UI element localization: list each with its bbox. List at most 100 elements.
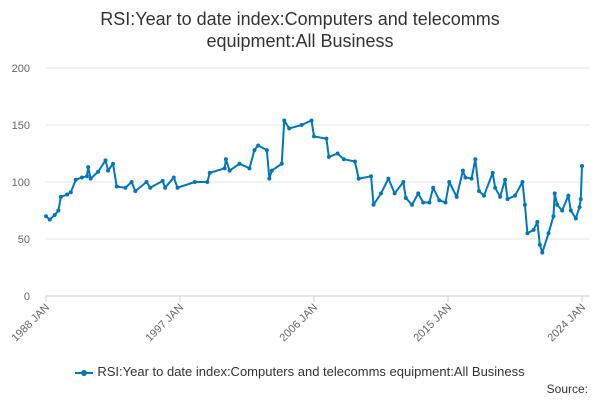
data-point [505, 197, 510, 202]
data-point [299, 123, 304, 127]
data-point [535, 219, 540, 224]
data-point [133, 189, 138, 194]
data-point [44, 214, 48, 219]
data-point [324, 136, 329, 141]
legend-swatch [75, 368, 94, 378]
data-point [356, 176, 361, 181]
data-point [52, 213, 57, 218]
data-point [481, 193, 486, 198]
data-point [237, 161, 242, 166]
data-point [443, 200, 448, 205]
data-point [148, 185, 153, 190]
y-tick-label: 0 [24, 291, 30, 303]
data-point [546, 231, 551, 236]
data-point [568, 208, 573, 213]
data-point [493, 185, 498, 190]
data-point [520, 180, 525, 184]
data-point [175, 185, 180, 190]
data-point [312, 134, 316, 139]
y-tick-label: 200 [12, 63, 30, 75]
data-point [309, 118, 314, 123]
data-point [552, 191, 557, 196]
data-point [525, 231, 530, 236]
data-point [227, 168, 232, 173]
data-point [498, 194, 503, 199]
data-point [73, 177, 78, 182]
data-point [540, 250, 545, 255]
data-point [326, 154, 331, 159]
data-point [88, 176, 93, 181]
data-point [269, 168, 274, 173]
x-tick-label: 1988 JAN [9, 302, 52, 345]
data-point [96, 169, 101, 174]
data-point [454, 194, 459, 199]
data-point [469, 176, 474, 181]
data-point [427, 200, 432, 205]
data-point [522, 202, 527, 207]
chart-title: RSI:Year to date index:Computers and tel… [0, 8, 600, 52]
data-point [58, 194, 63, 199]
data-point [335, 151, 340, 156]
y-tick-label: 100 [12, 177, 30, 189]
data-point [192, 180, 197, 184]
data-point [222, 166, 227, 171]
data-point [578, 197, 583, 202]
data-point [252, 148, 257, 153]
data-point [56, 208, 61, 213]
data-point [267, 176, 272, 181]
legend[interactable]: RSI:Year to date index:Computers and tel… [0, 364, 600, 379]
data-point [68, 190, 73, 195]
y-tick-label: 150 [12, 120, 30, 132]
data-point [392, 191, 397, 196]
data-point [264, 148, 269, 153]
data-point [247, 166, 252, 171]
data-point [111, 161, 115, 166]
data-point [282, 118, 287, 123]
data-point [537, 242, 542, 247]
data-point [503, 177, 508, 182]
data-point [580, 164, 584, 169]
data-point [477, 189, 482, 194]
data-point [437, 198, 442, 203]
data-point [103, 158, 108, 163]
data-point [256, 143, 261, 148]
data-point [123, 185, 128, 190]
data-point [416, 191, 421, 196]
title-line-1: RSI:Year to date index:Computers and tel… [100, 9, 500, 29]
data-point [207, 170, 212, 175]
data-point [490, 170, 495, 175]
data-point [65, 192, 70, 197]
data-point [352, 159, 357, 164]
data-point [369, 174, 374, 179]
data-point [144, 180, 149, 184]
data-point [287, 126, 292, 131]
data-point [431, 185, 436, 190]
data-point [171, 175, 176, 180]
data-point [223, 157, 228, 162]
data-point [379, 191, 383, 196]
legend-label: RSI:Year to date index:Computers and tel… [97, 364, 525, 379]
data-point [163, 185, 168, 190]
y-tick-label: 50 [18, 234, 30, 246]
data-point [205, 180, 210, 184]
source-label: Source: [546, 382, 588, 396]
data-point [566, 193, 571, 198]
x-tick-label: 1997 JAN [143, 302, 186, 345]
data-point [460, 168, 465, 173]
x-tick-label: 2006 JAN [277, 302, 320, 345]
data-point [371, 202, 376, 207]
data-point [560, 208, 565, 213]
data-point [473, 157, 478, 162]
data-point [577, 205, 582, 210]
data-point [513, 193, 517, 198]
data-point [551, 214, 556, 219]
data-point [84, 174, 89, 179]
data-point [421, 200, 426, 205]
data-point [463, 175, 468, 180]
data-point [279, 161, 284, 166]
x-tick-label: 2015 JAN [411, 302, 454, 345]
data-point [447, 180, 452, 184]
data-point [129, 180, 134, 184]
data-point [47, 217, 52, 222]
